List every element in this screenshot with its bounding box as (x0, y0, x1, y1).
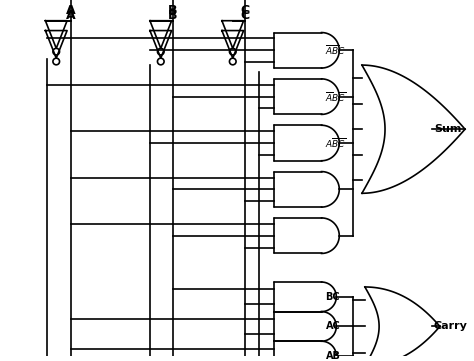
Text: Carry: Carry (434, 321, 468, 331)
Text: B: B (168, 9, 177, 22)
Text: A: A (66, 4, 76, 17)
Text: A: A (66, 9, 76, 22)
Text: $\overline{A}B\overline{C}$: $\overline{A}B\overline{C}$ (326, 90, 346, 104)
Text: $A\overline{B}\overline{C}$: $A\overline{B}\overline{C}$ (326, 136, 346, 150)
Text: B: B (168, 4, 177, 17)
Text: AC: AC (326, 321, 340, 331)
Text: C: C (240, 9, 249, 22)
Text: AB: AB (326, 351, 340, 361)
Text: BC: BC (326, 292, 340, 302)
Text: C: C (240, 4, 249, 17)
Text: Sum: Sum (434, 124, 461, 134)
Text: $\overline{A}\overline{B}C$: $\overline{A}\overline{B}C$ (326, 43, 346, 57)
